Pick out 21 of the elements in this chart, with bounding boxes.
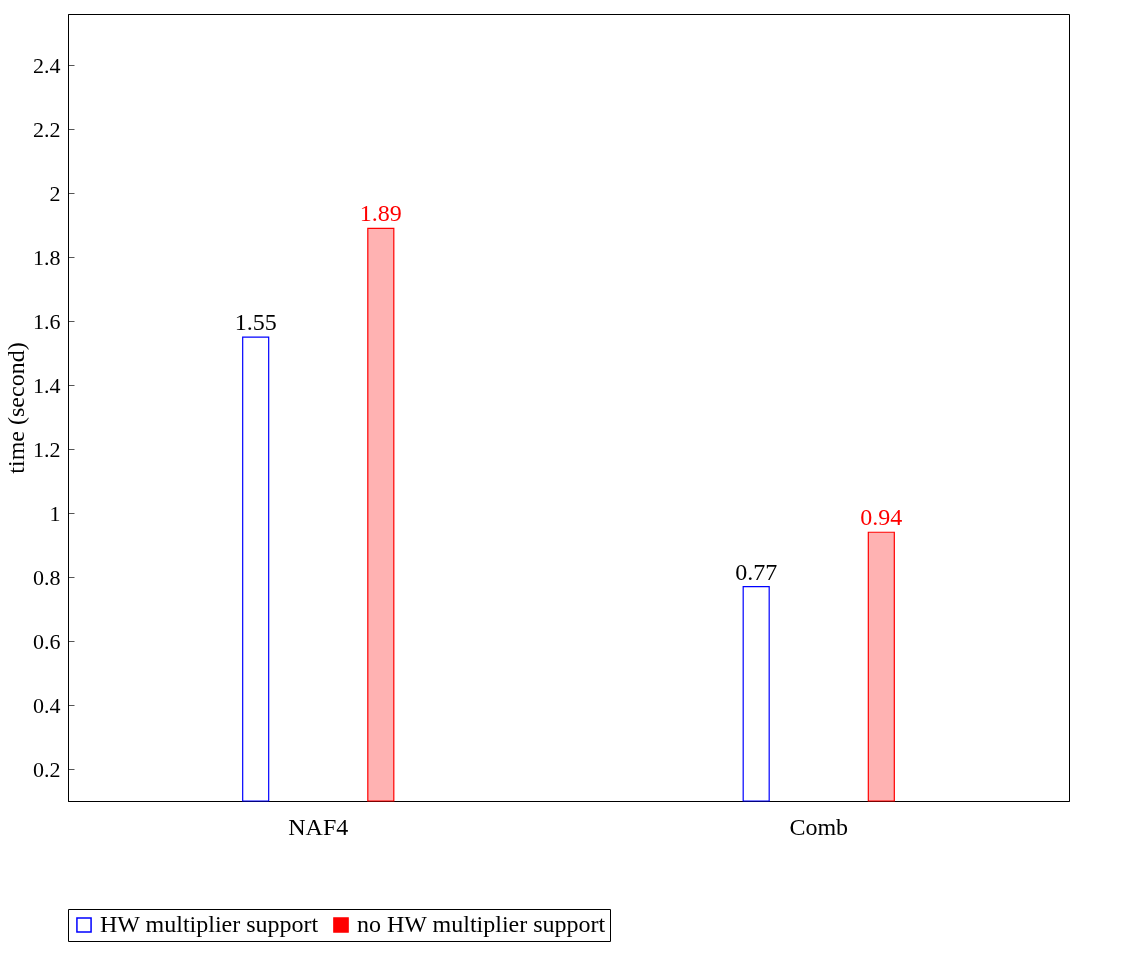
y-tick-label: 0.8 [33,564,61,590]
x-tick-label: NAF4 [288,813,349,840]
data-label: 0.77 [735,558,778,585]
y-tick-label: 0.4 [33,692,61,718]
y-tick-label: 2.2 [33,116,61,142]
y-tick-label: 1.8 [33,244,61,270]
legend-label: HW multiplier support [100,911,319,937]
y-axis-title: time (second) [3,342,29,474]
x-tick-label: Comb [789,813,849,840]
y-tick-label: 2 [49,180,61,206]
data-label: 1.89 [359,200,402,227]
y-tick-label: 1.6 [33,308,61,334]
y-tick-label: 0.2 [33,756,61,782]
legend-label: no HW multiplier support [357,911,606,937]
data-label: 0.94 [860,504,903,531]
y-tick-label: 1.2 [33,436,61,462]
y-tick-label: 1.4 [33,372,61,398]
y-tick-label: 0.6 [33,628,61,654]
y-tick-label: 2.4 [33,52,61,78]
data-label: 1.55 [234,309,277,336]
y-tick-label: 1 [49,500,61,526]
